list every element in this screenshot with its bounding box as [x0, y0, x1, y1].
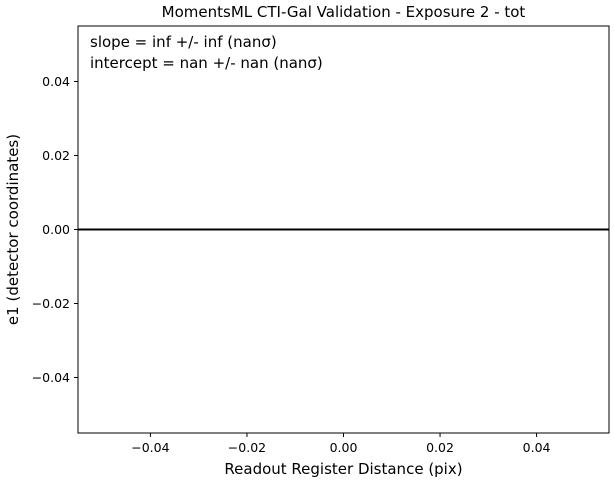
y-tick-label: −0.02 [32, 296, 70, 311]
y-tick-label: −0.04 [32, 370, 70, 385]
x-tick-label: 0.00 [330, 440, 358, 455]
x-tick-label: 0.04 [523, 440, 551, 455]
x-axis-ticks: −0.04 −0.02 0.00 0.02 0.04 [131, 433, 551, 455]
x-tick-label: −0.04 [131, 440, 169, 455]
x-axis-label: Readout Register Distance (pix) [224, 460, 462, 478]
y-tick-label: 0.00 [42, 222, 70, 237]
intercept-annotation: intercept = nan +/- nan (nanσ) [90, 54, 323, 72]
y-axis-ticks: 0.04 0.02 0.00 −0.02 −0.04 [32, 74, 78, 385]
y-tick-label: 0.04 [42, 74, 70, 89]
y-axis-label: e1 (detector coordinates) [4, 134, 22, 325]
y-tick-label: 0.02 [42, 148, 70, 163]
x-tick-label: −0.02 [228, 440, 266, 455]
chart-title: MomentsML CTI-Gal Validation - Exposure … [162, 3, 526, 21]
slope-annotation: slope = inf +/- inf (nanσ) [90, 33, 277, 51]
x-tick-label: 0.02 [426, 440, 454, 455]
